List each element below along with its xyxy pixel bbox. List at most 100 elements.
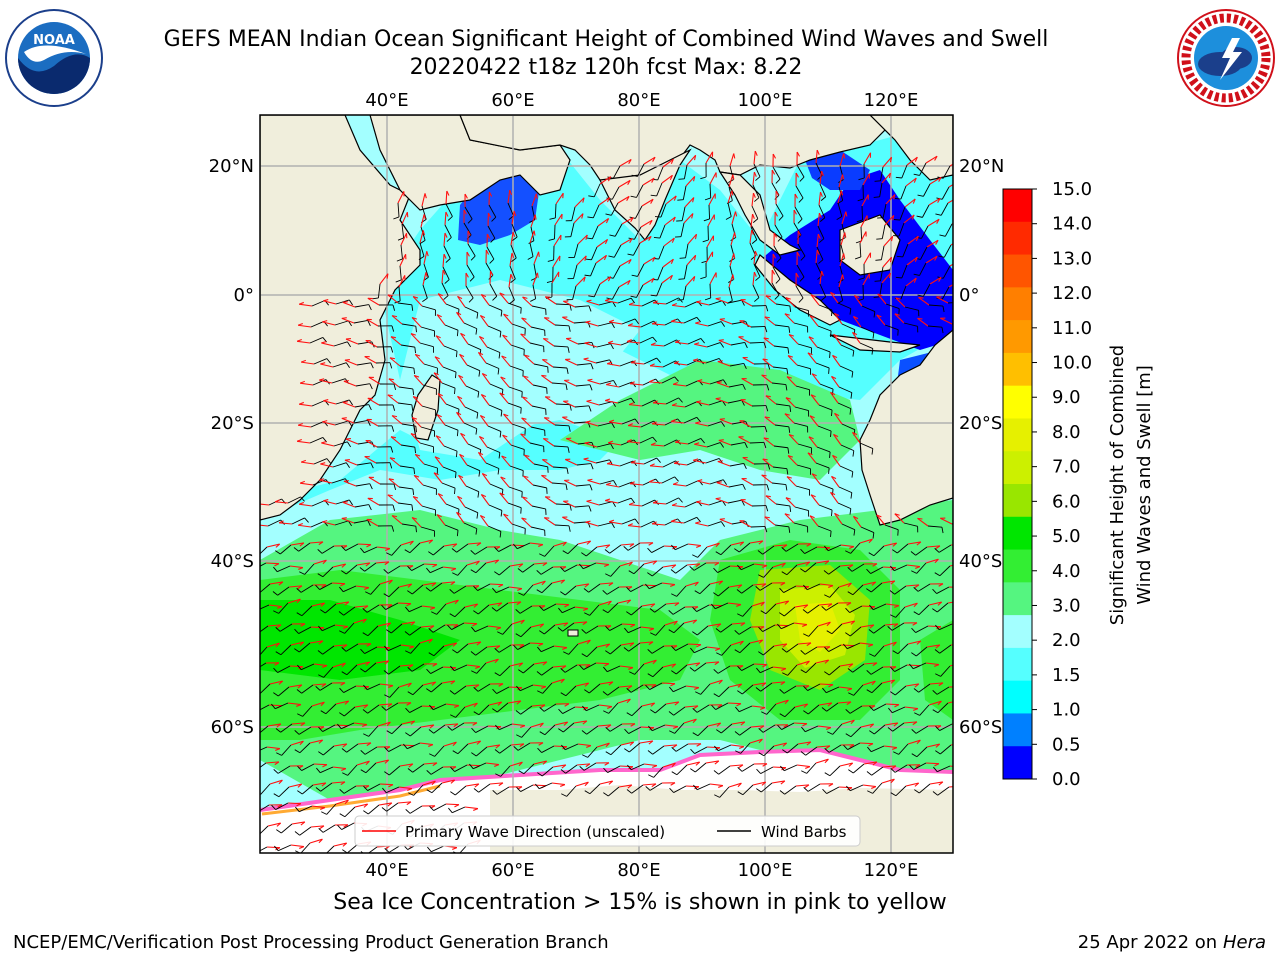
wind-barb-flag bbox=[689, 667, 695, 672]
wave-direction-arrowhead bbox=[340, 682, 346, 686]
wind-barb bbox=[465, 385, 479, 393]
wind-barb-flag bbox=[567, 346, 570, 353]
wave-direction-arrow bbox=[366, 418, 379, 427]
wind-barb bbox=[301, 784, 314, 795]
wind-barb-flag bbox=[589, 384, 593, 391]
colorbar-tick-label: 10.0 bbox=[1052, 353, 1092, 374]
wave-direction-arrow bbox=[787, 455, 798, 466]
wind-barb-flag bbox=[584, 274, 591, 277]
wave-direction-arrow bbox=[696, 501, 710, 506]
wave-direction-arrow bbox=[499, 492, 509, 504]
wind-barb-flag bbox=[490, 237, 496, 243]
wave-direction-arrowhead bbox=[297, 783, 303, 788]
wave-direction-arrowhead bbox=[482, 473, 488, 477]
wind-barb bbox=[332, 462, 347, 468]
wind-barb bbox=[665, 397, 679, 405]
wave-direction-arrow bbox=[810, 494, 820, 506]
wind-barb bbox=[488, 204, 497, 218]
wave-direction-arrowhead bbox=[693, 458, 699, 461]
wave-direction-arrow bbox=[925, 762, 940, 765]
wave-direction-arrow bbox=[341, 417, 355, 424]
wave-direction-arrow bbox=[488, 701, 502, 706]
wind-barb bbox=[421, 405, 436, 411]
wave-direction-arrow bbox=[665, 602, 679, 605]
wave-direction-arrowhead bbox=[437, 493, 443, 497]
wave-direction-arrowhead bbox=[691, 213, 694, 219]
wave-direction-arrowhead bbox=[892, 641, 897, 647]
wind-barb-flag bbox=[830, 530, 832, 538]
wind-barb bbox=[260, 625, 269, 633]
wind-barb-flag bbox=[528, 240, 535, 244]
wind-barb bbox=[475, 746, 488, 757]
wave-direction-arrow bbox=[818, 603, 832, 606]
wind-barb bbox=[675, 564, 688, 574]
wave-direction-arrow bbox=[310, 825, 324, 828]
wind-barb bbox=[260, 562, 267, 567]
wind-barb bbox=[442, 266, 450, 280]
wind-barb-flag bbox=[425, 587, 431, 592]
wind-barb-flag bbox=[297, 664, 302, 670]
wave-direction-arrowhead bbox=[411, 417, 418, 420]
wave-direction-arrowhead bbox=[341, 662, 346, 668]
wave-direction-arrow bbox=[838, 686, 852, 690]
wave-direction-arrowhead bbox=[480, 314, 486, 319]
wave-direction-arrow bbox=[397, 801, 411, 804]
wave-direction-arrowhead bbox=[891, 567, 897, 571]
wave-direction-arrowhead bbox=[479, 435, 485, 440]
wind-barb bbox=[386, 786, 400, 794]
wind-barb bbox=[260, 825, 269, 835]
wave-direction-arrowhead bbox=[876, 514, 882, 518]
wave-direction-arrow bbox=[436, 514, 446, 526]
wind-barb bbox=[794, 406, 809, 412]
wind-barb-flag bbox=[546, 280, 553, 283]
wave-direction-arrow bbox=[577, 639, 591, 645]
wave-direction-arrow bbox=[332, 662, 346, 668]
wind-barb-flag bbox=[252, 631, 257, 635]
wave-direction-arrowhead bbox=[299, 846, 305, 849]
wind-barb bbox=[760, 682, 773, 692]
wave-direction-arrow bbox=[414, 454, 425, 465]
wind-barb bbox=[818, 404, 833, 411]
wave-direction-arrow bbox=[441, 680, 455, 684]
wave-direction-arrowhead bbox=[343, 626, 349, 629]
wind-barb bbox=[500, 765, 511, 777]
wave-direction-arrow bbox=[619, 258, 632, 267]
wind-barb-flag bbox=[652, 336, 657, 343]
wind-barb-flag bbox=[873, 296, 880, 298]
wave-direction-arrow bbox=[269, 680, 283, 685]
wave-direction-arrowhead bbox=[411, 317, 418, 320]
wind-barb bbox=[826, 686, 840, 694]
wind-barb bbox=[309, 437, 324, 444]
wave-direction-arrowhead bbox=[670, 419, 676, 422]
wave-direction-arrowhead bbox=[606, 382, 612, 386]
wave-direction-arrow bbox=[928, 197, 941, 206]
wind-barb bbox=[507, 302, 522, 309]
wind-barb bbox=[498, 644, 512, 653]
wind-barb-flag bbox=[548, 238, 555, 241]
wave-direction-arrowhead bbox=[695, 563, 701, 568]
wind-barb bbox=[681, 206, 686, 221]
wind-barb-flag bbox=[495, 773, 501, 777]
wave-direction-arrowhead bbox=[694, 786, 700, 790]
wave-direction-arrow bbox=[335, 700, 349, 705]
wind-barb bbox=[682, 185, 687, 200]
wind-barb bbox=[684, 300, 698, 308]
wave-direction-arrowhead bbox=[501, 455, 507, 459]
wind-barb-flag bbox=[275, 651, 282, 656]
wave-direction-arrowhead bbox=[739, 640, 744, 646]
wave-direction-arrowhead bbox=[323, 499, 329, 502]
wave-direction-arrowhead bbox=[715, 747, 721, 751]
wave-direction-arrowhead bbox=[560, 784, 566, 787]
wave-direction-arrow bbox=[739, 420, 752, 428]
wave-direction-arrow bbox=[266, 543, 280, 548]
wave-direction-arrow bbox=[565, 338, 579, 345]
wave-direction-arrow bbox=[479, 515, 489, 527]
wave-direction-arrowhead bbox=[429, 724, 435, 729]
wind-barb-flag bbox=[475, 328, 478, 335]
wind-barb-flag bbox=[849, 308, 852, 315]
wind-barb bbox=[313, 358, 328, 365]
wind-barb bbox=[871, 766, 884, 776]
wave-direction-arrowhead bbox=[407, 682, 412, 688]
wind-barb bbox=[510, 344, 525, 350]
wave-direction-arrow bbox=[414, 354, 425, 365]
